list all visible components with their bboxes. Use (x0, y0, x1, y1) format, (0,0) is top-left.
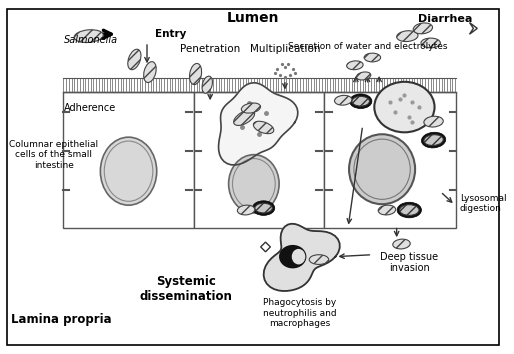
Polygon shape (218, 83, 298, 165)
Ellipse shape (242, 103, 261, 113)
Ellipse shape (237, 205, 255, 215)
Ellipse shape (397, 202, 421, 218)
Ellipse shape (309, 255, 328, 264)
Polygon shape (469, 23, 478, 34)
Polygon shape (261, 242, 270, 252)
Text: Lamina propria: Lamina propria (11, 313, 112, 326)
Ellipse shape (424, 116, 443, 127)
Ellipse shape (374, 82, 434, 132)
Text: Phagocytosis by
neutrophilis and
macrophages: Phagocytosis by neutrophilis and macroph… (263, 298, 336, 328)
Ellipse shape (232, 159, 275, 209)
Text: Lysosomal
digestion: Lysosomal digestion (460, 194, 506, 213)
Ellipse shape (346, 61, 363, 70)
Text: Adherence: Adherence (63, 103, 116, 113)
Ellipse shape (413, 23, 433, 34)
Ellipse shape (143, 62, 156, 82)
Ellipse shape (252, 201, 275, 215)
Ellipse shape (393, 239, 410, 249)
Ellipse shape (354, 139, 410, 199)
Polygon shape (264, 224, 340, 291)
Ellipse shape (421, 132, 446, 148)
Ellipse shape (104, 141, 153, 201)
Ellipse shape (424, 135, 443, 145)
Bar (324, 92, 456, 228)
Ellipse shape (234, 110, 254, 125)
Ellipse shape (100, 137, 157, 205)
Ellipse shape (352, 96, 370, 106)
Ellipse shape (399, 205, 419, 215)
Text: Penetration: Penetration (180, 44, 240, 54)
Text: Lumen: Lumen (227, 11, 279, 25)
Ellipse shape (202, 76, 212, 93)
Bar (194, 92, 324, 228)
Ellipse shape (253, 121, 274, 134)
Ellipse shape (378, 205, 396, 215)
Text: Multiplication: Multiplication (250, 44, 320, 54)
Ellipse shape (364, 53, 381, 62)
Ellipse shape (74, 30, 103, 42)
Ellipse shape (421, 38, 440, 48)
Ellipse shape (128, 49, 141, 70)
Ellipse shape (397, 31, 418, 41)
Ellipse shape (350, 94, 372, 109)
Text: Salmonella: Salmonella (63, 35, 118, 45)
Text: Systemic
dissemination: Systemic dissemination (139, 275, 232, 303)
Text: Diarrhea: Diarrhea (418, 14, 472, 24)
Text: Columnar epithelial
cells of the small
intestine: Columnar epithelial cells of the small i… (9, 140, 98, 170)
Ellipse shape (229, 155, 279, 213)
Ellipse shape (335, 95, 352, 105)
Ellipse shape (280, 246, 305, 267)
Ellipse shape (292, 249, 305, 264)
Bar (63, 92, 194, 228)
Text: Entry: Entry (155, 29, 186, 39)
Text: Deep tissue
invasion: Deep tissue invasion (380, 252, 438, 273)
Ellipse shape (255, 203, 272, 213)
Text: Secretion of water and electrolytes: Secretion of water and electrolytes (288, 42, 447, 51)
Ellipse shape (356, 72, 371, 80)
Ellipse shape (190, 63, 201, 85)
Ellipse shape (349, 134, 415, 204)
